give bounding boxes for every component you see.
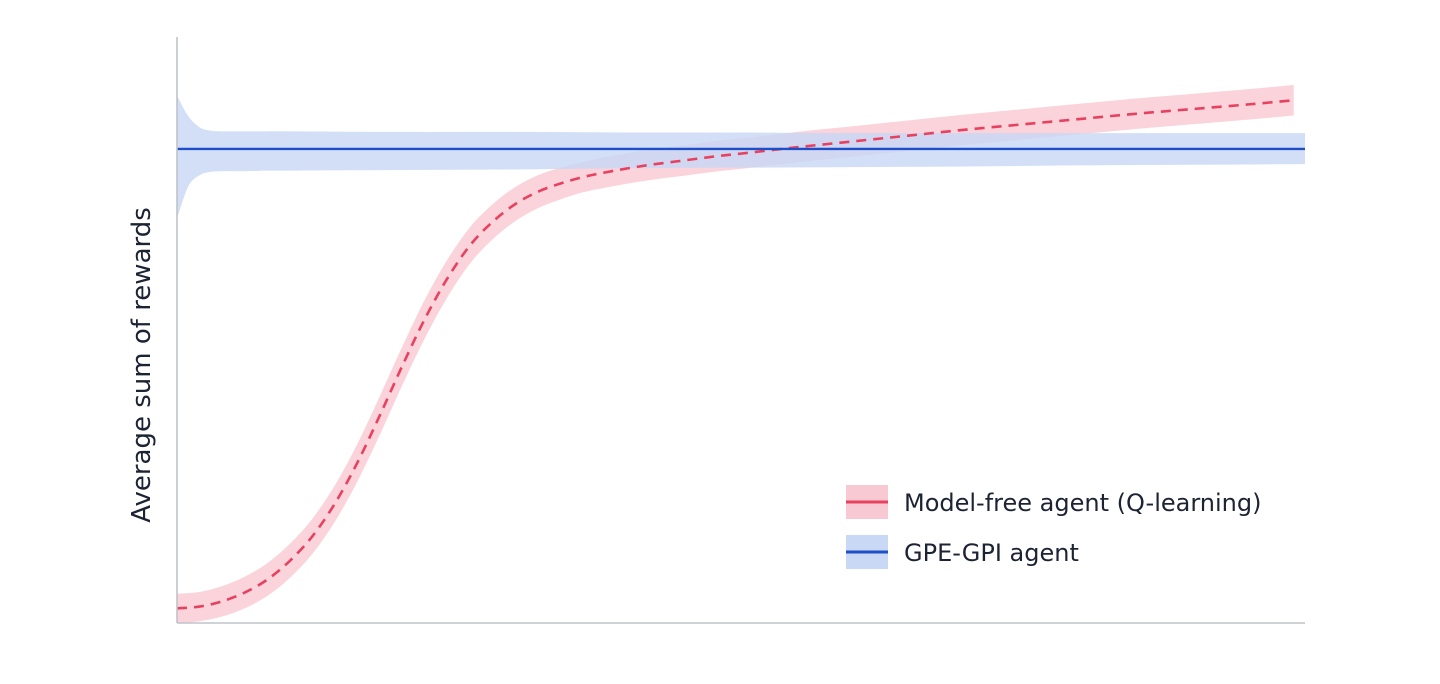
band-model-free-agent-q-learning: [177, 85, 1294, 624]
axes: Average sum of rewards: [127, 37, 1305, 624]
legend-label-model-free-agent-q-learning: Model-free agent (Q-learning): [904, 489, 1261, 517]
series-lines: [176, 98, 1305, 610]
line-model-free-agent-q-learning: [176, 98, 1294, 610]
confidence-bands: [177, 85, 1305, 624]
band-gpe-gpi-agent: [177, 95, 1305, 219]
y-axis-label: Average sum of rewards: [127, 207, 157, 523]
legend: Model-free agent (Q-learning) GPE-GPI age…: [846, 485, 1261, 569]
legend-label-gpe-gpi-agent: GPE-GPI agent: [904, 539, 1079, 567]
